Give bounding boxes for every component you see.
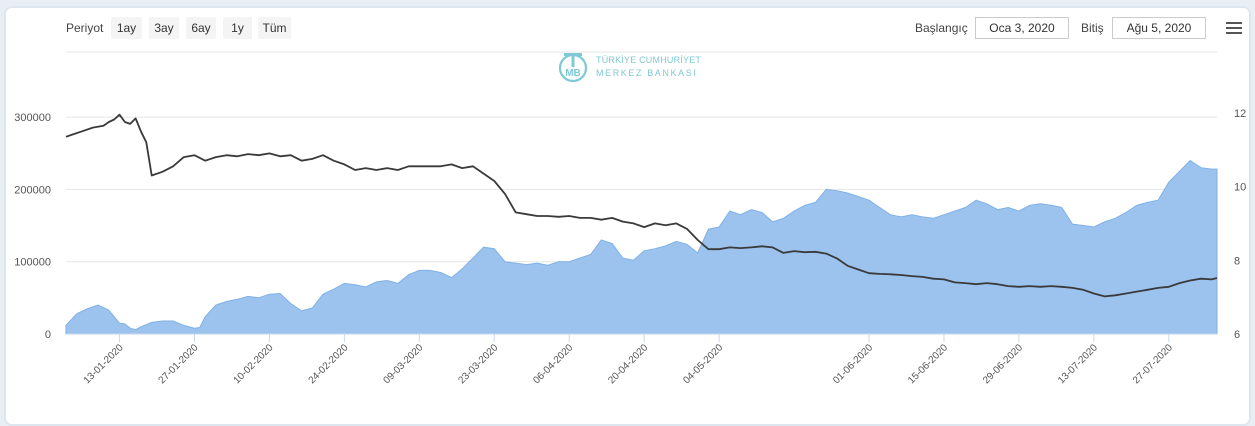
right-y-tick-label: 10 — [1234, 182, 1246, 194]
x-tick-label: 23-03-2020 — [456, 342, 500, 386]
period-6ay-button[interactable]: 6ay — [186, 17, 216, 39]
start-date-label: Başlangıç — [915, 21, 968, 35]
start-date-input[interactable] — [975, 17, 1069, 39]
end-date-input[interactable] — [1112, 17, 1206, 39]
left-y-tick-label: 200000 — [14, 184, 51, 196]
watermark-line2: MERKEZ BANKASI — [596, 68, 698, 78]
left-y-tick-label: 300000 — [14, 112, 51, 124]
x-tick-label: 24-02-2020 — [307, 342, 351, 386]
x-tick-label: 27-01-2020 — [157, 342, 201, 386]
period-3ay-button[interactable]: 3ay — [149, 17, 179, 39]
left-y-axis: 0 100000 200000 300000 — [14, 112, 51, 341]
area-series — [65, 159, 1218, 335]
x-tick-label: 06-04-2020 — [531, 342, 575, 386]
chart-toolbar: Periyot 1ay 3ay 6ay 1y Tüm Başlangıç Bit… — [0, 0, 1255, 50]
x-tick-label: 01-06-2020 — [831, 342, 875, 386]
line-series — [65, 113, 1218, 298]
left-y-tick-label: 100000 — [14, 257, 51, 269]
x-tick-label: 15-06-2020 — [906, 342, 950, 386]
period-1y-button[interactable]: 1y — [223, 17, 252, 39]
x-tick-label: 29-06-2020 — [981, 342, 1025, 386]
hamburger-menu-icon[interactable] — [1226, 22, 1242, 36]
period-all-button[interactable]: Tüm — [258, 17, 291, 39]
right-y-tick-label: 8 — [1234, 255, 1240, 267]
x-tick-label: 09-03-2020 — [382, 342, 426, 386]
period-label: Periyot — [66, 21, 104, 35]
x-tick-label: 13-07-2020 — [1056, 342, 1100, 386]
x-tick-label: 10-02-2020 — [232, 342, 276, 386]
right-y-axis: 6 8 10 12 — [1234, 108, 1246, 341]
period-1ay-button[interactable]: 1ay — [111, 17, 142, 39]
tcmb-watermark-logo: MB TÜRKİYE CUMHURİYET MERKEZ BANKASI — [558, 51, 701, 88]
right-y-tick-label: 12 — [1234, 108, 1246, 120]
x-tick-label: 13-01-2020 — [82, 342, 126, 386]
end-date-label: Bitiş — [1081, 21, 1104, 35]
x-tick-label: 27-07-2020 — [1131, 342, 1175, 386]
x-tick-label: 04-05-2020 — [681, 342, 725, 386]
svg-text:MB: MB — [565, 68, 581, 79]
tcmb-emblem-icon: MB — [558, 53, 588, 83]
x-axis: 13-01-2020 27-01-2020 10-02-2020 24-02-2020… — [66, 333, 1217, 386]
x-tick-label: 20-04-2020 — [606, 342, 650, 386]
right-y-tick-label: 6 — [1234, 329, 1240, 341]
left-y-tick-label: 0 — [45, 329, 51, 341]
watermark-line1: TÜRKİYE CUMHURİYET — [596, 55, 702, 65]
